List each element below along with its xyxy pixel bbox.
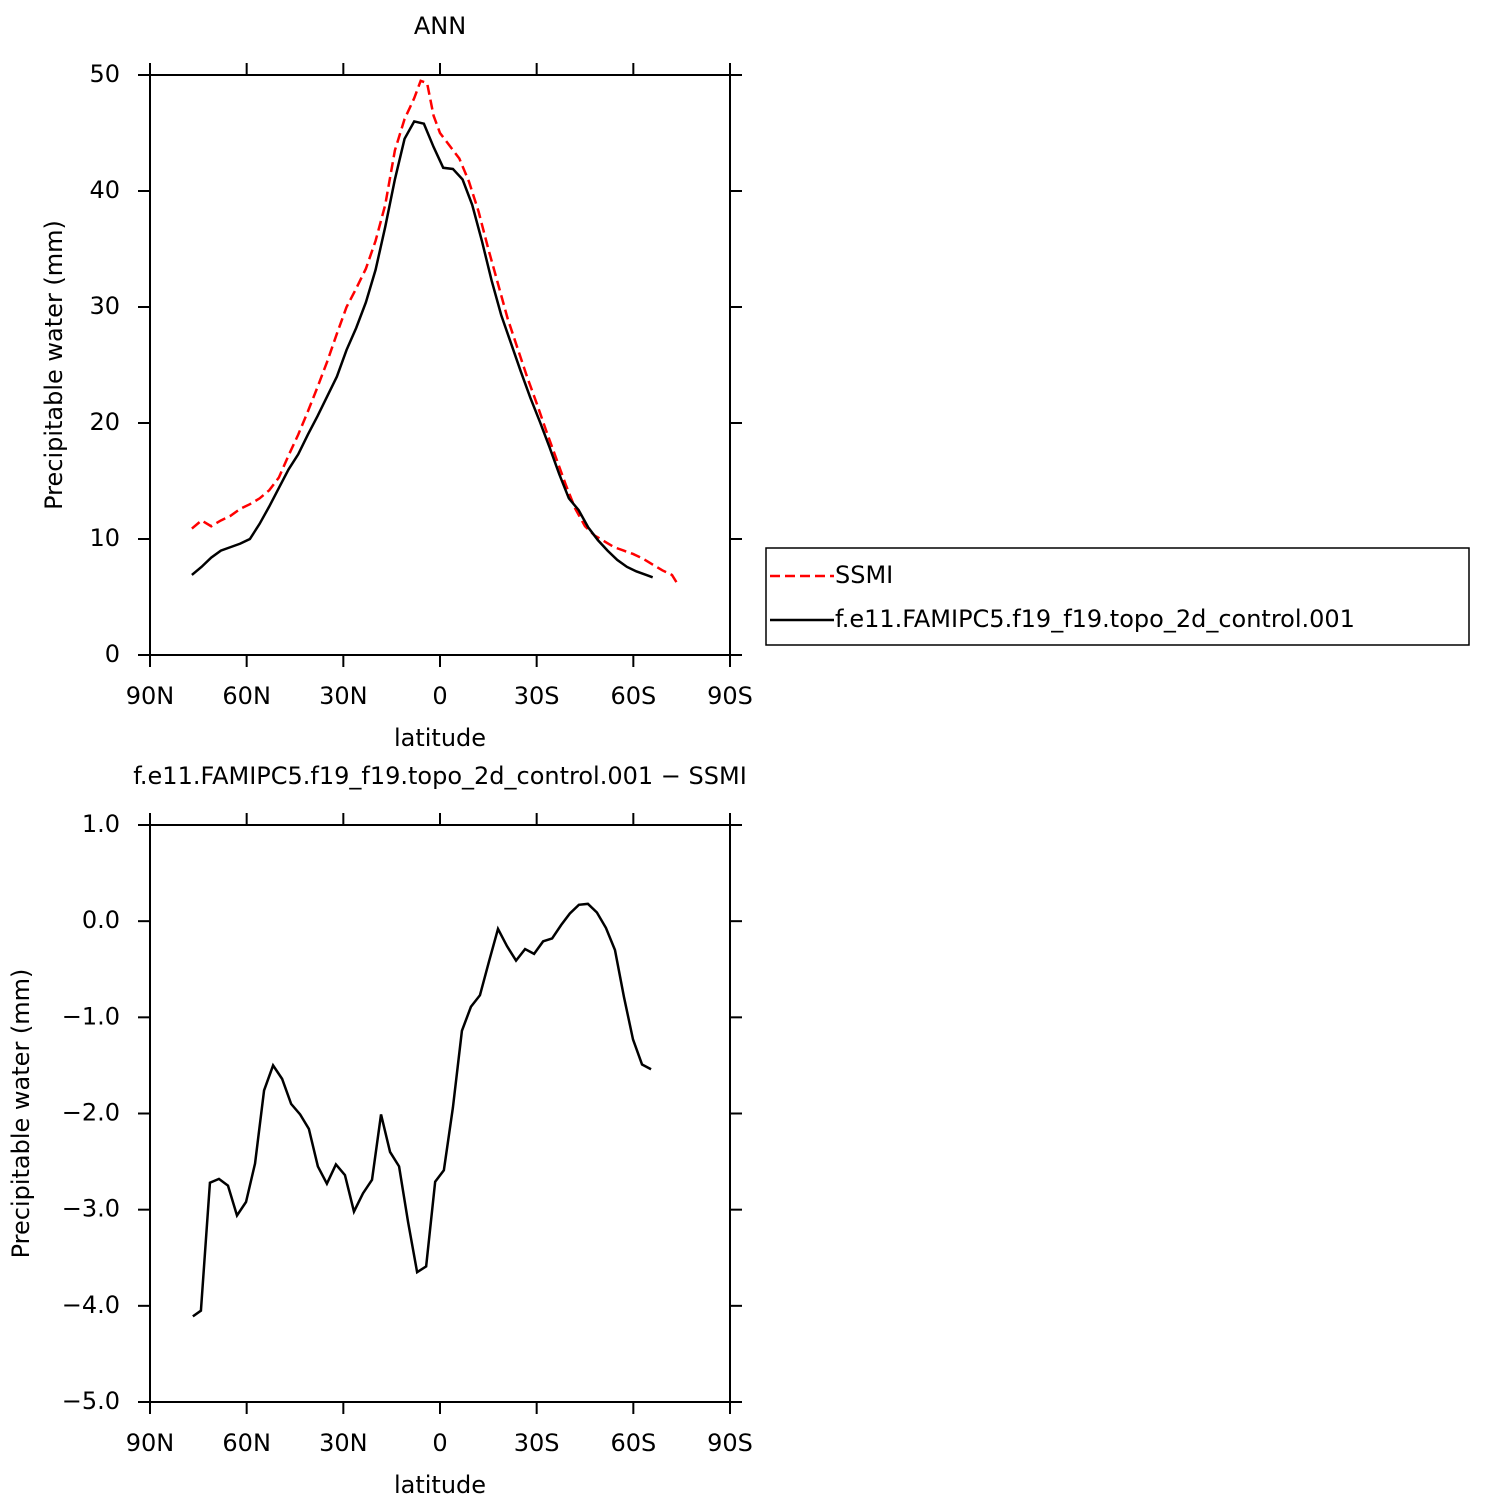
y-tick-label: 20 (89, 408, 120, 436)
x-tick-label: 90S (707, 1429, 753, 1457)
y-tick-label: 50 (89, 60, 120, 88)
y-tick-label: −1.0 (62, 1002, 120, 1030)
y-tick-label: −2.0 (62, 1099, 120, 1127)
plot-frame (149, 74, 731, 656)
plot-frame (149, 824, 731, 1403)
y-tick-label: 40 (89, 176, 120, 204)
y-axis-label: Precipitable water (mm) (7, 969, 35, 1259)
x-tick-label: 90N (126, 682, 175, 710)
y-axis-label: Precipitable water (mm) (40, 220, 68, 510)
legend-box (765, 547, 1470, 646)
y-tick-label: 0 (105, 640, 120, 668)
y-tick-label: 30 (89, 292, 120, 320)
x-tick-label: 60N (222, 682, 271, 710)
y-tick-label: 1.0 (82, 810, 120, 838)
y-tick-label: −3.0 (62, 1195, 120, 1223)
x-tick-label: 0 (432, 682, 447, 710)
x-tick-label: 0 (432, 1429, 447, 1457)
x-tick-label: 30N (319, 1429, 368, 1457)
x-tick-label: 30S (514, 682, 560, 710)
y-tick-label: −5.0 (62, 1387, 120, 1415)
legend-label: f.e11.FAMIPC5.f19_f19.topo_2d_control.00… (835, 605, 1355, 633)
chart-title: f.e11.FAMIPC5.f19_f19.topo_2d_control.00… (133, 762, 747, 790)
x-tick-label: 60S (610, 682, 656, 710)
x-tick-label: 30S (514, 1429, 560, 1457)
y-tick-label: 10 (89, 524, 120, 552)
data-line (192, 902, 652, 1318)
data-line (191, 79, 680, 587)
data-line (191, 119, 654, 579)
x-tick-label: 30N (319, 682, 368, 710)
x-axis-label: latitude (394, 724, 486, 752)
x-tick-label: 60N (222, 1429, 271, 1457)
chart-title: ANN (414, 12, 466, 40)
legend-label: SSMI (835, 561, 893, 589)
y-tick-label: −4.0 (62, 1291, 120, 1319)
x-tick-label: 90S (707, 682, 753, 710)
x-axis-label: latitude (394, 1471, 486, 1499)
x-tick-label: 60S (610, 1429, 656, 1457)
x-tick-label: 90N (126, 1429, 175, 1457)
y-tick-label: 0.0 (82, 906, 120, 934)
